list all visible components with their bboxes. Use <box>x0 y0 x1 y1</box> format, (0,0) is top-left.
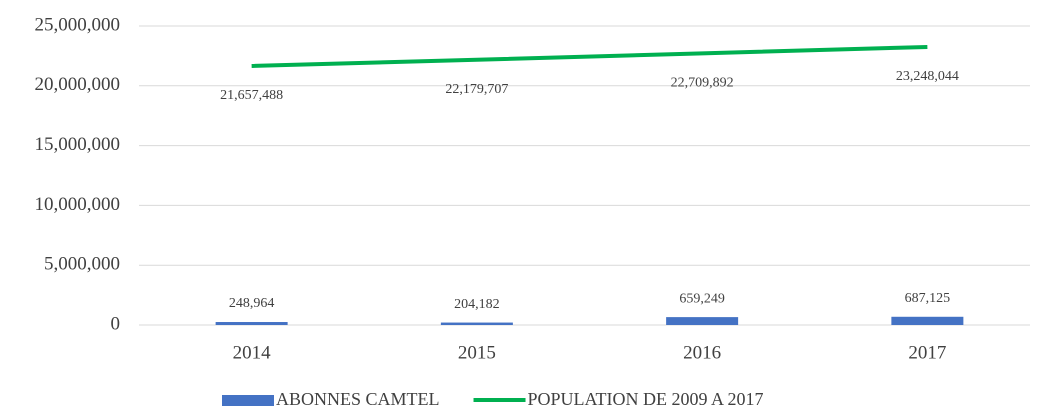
y-tick-label: 0 <box>111 313 121 334</box>
data-label: 23,248,044 <box>896 69 959 84</box>
legend-label: ABONNES CAMTEL <box>276 389 440 409</box>
y-tick-label: 5,000,000 <box>44 254 120 275</box>
bar <box>440 322 513 325</box>
x-tick-label: 2017 <box>908 342 946 363</box>
y-tick-label: 10,000,000 <box>35 194 121 215</box>
y-tick-label: 25,000,000 <box>35 14 121 35</box>
data-label: 659,249 <box>679 291 725 306</box>
bar <box>666 317 739 325</box>
y-tick-label: 20,000,000 <box>35 74 121 95</box>
bar <box>891 316 964 325</box>
y-tick-label: 15,000,000 <box>35 134 121 155</box>
data-label: 687,125 <box>905 291 951 306</box>
legend-swatch <box>222 395 274 406</box>
line <box>251 44 928 68</box>
data-label: 21,657,488 <box>220 88 283 103</box>
bar <box>215 322 288 325</box>
x-tick-label: 2014 <box>233 342 272 363</box>
data-label: 248,964 <box>229 296 275 311</box>
legend-label: POPULATION DE 2009 A 2017 <box>528 389 764 409</box>
data-label: 204,182 <box>454 297 500 312</box>
data-label: 22,709,892 <box>671 76 734 91</box>
x-tick-label: 2016 <box>683 342 721 363</box>
data-label: 22,179,707 <box>445 82 508 97</box>
x-tick-label: 2015 <box>458 342 496 363</box>
